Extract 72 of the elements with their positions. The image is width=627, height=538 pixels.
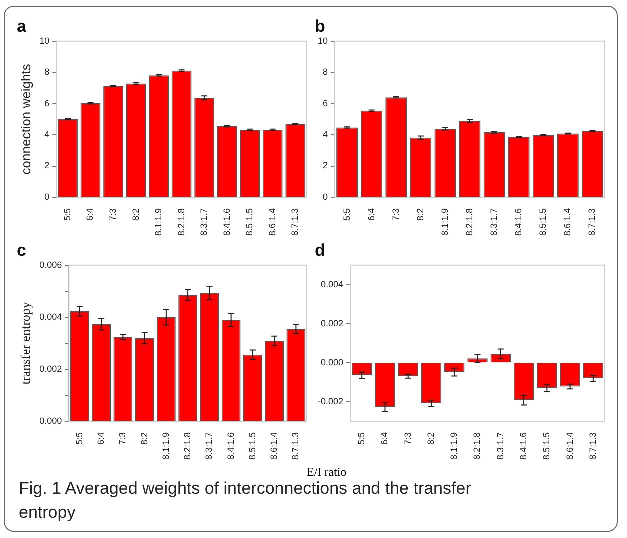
y-tick-label: 0 (322, 192, 328, 202)
x-tick-label: 8.2:1.8 (176, 208, 186, 236)
x-tick-label: 6:4 (85, 208, 96, 221)
x-tick-label: 8.1:1.9 (154, 208, 164, 236)
x-tick-label: 8.7:1.3 (588, 432, 598, 460)
y-tick-label: 0.002 (40, 364, 62, 374)
y-tick-label: 10 (318, 36, 328, 46)
y-tick-label: 2 (322, 160, 328, 171)
x-tick-label: 8.5:1.5 (247, 432, 258, 460)
caption: Fig. 1 Averaged weights of interconnections and the transfer entropy (19, 478, 472, 524)
y-tick-label: 0.000 (40, 416, 62, 426)
x-tick-label: 6:4 (380, 432, 390, 445)
x-tick-label: 8.6:1.4 (269, 432, 280, 460)
y-tick-label: 4 (44, 130, 50, 140)
x-tick-label: 8:2 (415, 208, 426, 221)
x-tick-label: 8.5:1.5 (538, 208, 548, 236)
x-tick-label: 8.7:1.3 (587, 208, 598, 236)
x-tick-label: 6:4 (96, 432, 106, 445)
y-tick-label: 8 (44, 67, 50, 78)
x-tick-label: 8.2:1.8 (182, 432, 193, 460)
y-tick-label: -0.002 (318, 396, 344, 406)
x-tick-label: 8:2 (426, 432, 436, 445)
x-tick-label: 8:2 (139, 432, 150, 445)
x-tick-label: 7:3 (118, 432, 128, 445)
y-tick-label: 0.000 (320, 357, 344, 368)
x-tick-label: 8.4:1.6 (518, 432, 529, 460)
x-tick-label: 8.3:1.7 (204, 432, 214, 460)
y-tick-label: 6 (322, 98, 328, 108)
x-tick-label: 8.6:1.4 (564, 432, 575, 460)
y-tick-label: 2 (44, 160, 50, 171)
x-tick-label: 8.1:1.9 (449, 432, 460, 460)
chart-title: b (315, 16, 326, 36)
x-tick-label: 8.3:1.7 (495, 432, 506, 460)
x-tick-label: 8.2:1.8 (472, 432, 482, 460)
x-tick-label: 8.1:1.9 (160, 432, 171, 460)
y-tick-label: 8 (322, 67, 328, 78)
y-tick-label: 0 (44, 192, 50, 202)
x-tick-label: 8:2 (130, 208, 141, 221)
x-tick-label: 8.1:1.9 (440, 208, 450, 236)
y-tick-label: 6 (44, 98, 50, 108)
x-tick-label: 5:5 (342, 208, 352, 221)
x-tick-label: 8.5:1.5 (244, 208, 255, 236)
chart-title: a (17, 16, 27, 36)
x-tick-label: 8.6:1.4 (267, 208, 278, 236)
x-tick-label: 7:3 (402, 432, 413, 445)
x-tick-label: 8.5:1.5 (542, 432, 552, 460)
chart-title: c (17, 240, 26, 260)
x-tick-label: 8.4:1.6 (222, 208, 232, 236)
y-tick-label: 0.004 (40, 312, 62, 322)
x-axis-title: E/I ratio (307, 465, 347, 480)
x-tick-label: 8.6:1.4 (562, 208, 573, 236)
x-tick-label: 6:4 (366, 208, 376, 221)
x-tick-label: 8.2:1.8 (464, 208, 474, 236)
x-tick-label: 7:3 (108, 208, 118, 221)
y-axis-title: transfer entropy (18, 302, 34, 385)
x-tick-label: 8.4:1.6 (226, 432, 236, 460)
y-tick-label: 4 (322, 130, 328, 140)
x-tick-label: 8.3:1.7 (199, 208, 210, 236)
y-axis-title: connection weights (18, 64, 34, 175)
x-tick-label: 8.7:1.3 (290, 432, 301, 460)
y-tick-label: 10 (40, 36, 50, 46)
y-tick-label: 0.004 (320, 279, 344, 290)
x-tick-label: 7:3 (390, 208, 401, 221)
y-tick-label: 0.006 (40, 260, 62, 270)
x-tick-label: 8.4:1.6 (514, 208, 524, 236)
x-tick-label: 5:5 (356, 432, 367, 445)
x-tick-label: 5:5 (74, 432, 84, 445)
chart-title: d (315, 240, 326, 260)
y-tick-label: 0.002 (320, 318, 344, 328)
x-tick-label: 5:5 (62, 208, 72, 221)
x-tick-label: 8.7:1.3 (290, 208, 300, 236)
x-tick-label: 8.3:1.7 (489, 208, 500, 236)
